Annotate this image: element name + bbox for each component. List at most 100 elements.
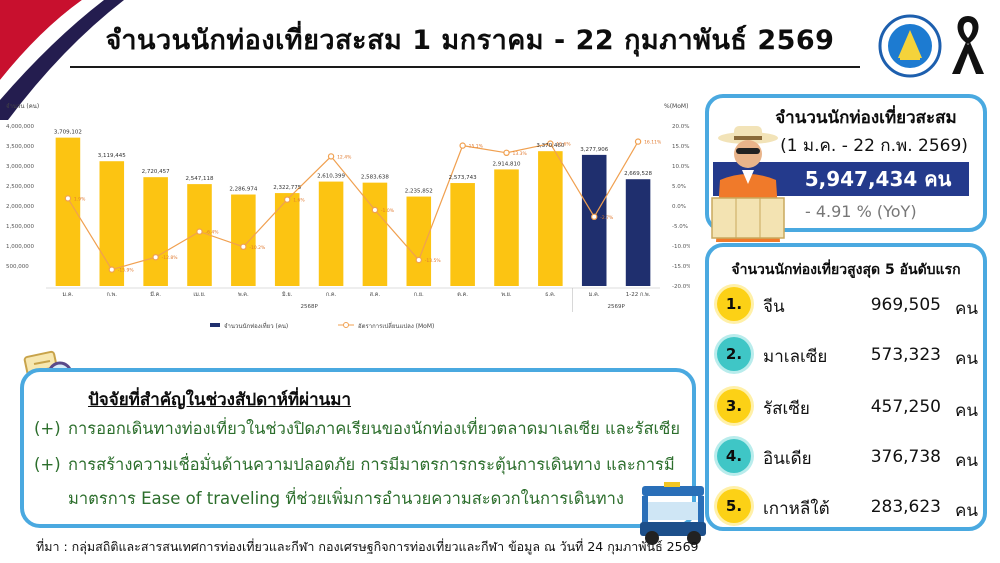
bar [274, 193, 300, 286]
factor-line-3: มาตรการ Ease of traveling ที่ช่วยเพิ่มกา… [34, 486, 624, 512]
country-name-4: อินเดีย [763, 449, 812, 469]
y2-tick-label: 20.0% [672, 124, 689, 130]
country-name-1: จีน [763, 297, 785, 317]
rank-badge-3: 3. [717, 389, 751, 423]
bar-value-label: 2,286,974 [229, 187, 257, 193]
mom-point [547, 140, 554, 147]
legend-label-line: อัตราการเปลี่ยนแปลง (MoM) [358, 322, 434, 330]
mom-value-label: 15.1% [469, 144, 484, 150]
total-value: 5,947,434 คน [804, 167, 952, 191]
mom-point [196, 228, 203, 235]
year-group-label: 2569P [607, 304, 625, 310]
top5-row-1: 1. จีน 969,505 คน [717, 285, 987, 325]
factor-line-2: (+) การสร้างความเชื่อมั่นด้านความปลอดภัย … [34, 452, 675, 478]
x-tick-label: ต.ค. [457, 292, 468, 298]
y-tick-label: 2,500,000 [6, 184, 34, 190]
factor-text-1: การออกเดินทางท่องเที่ยวในช่วงปิดภาคเรียน… [68, 419, 681, 438]
country-value-3: 457,250 [870, 397, 941, 417]
tourist-chart: จำนวน (คน) %(MoM) 4,000,000 3,500,000 3,00… [6, 103, 690, 330]
y2-tick-label: -10.0% [672, 244, 690, 250]
bar-value-label: 2,547,118 [186, 176, 214, 182]
country-unit-5: คน [955, 501, 978, 521]
mom-value-label: -6.4% [206, 230, 220, 236]
mourning-ribbon-icon [952, 16, 984, 74]
mom-point [240, 243, 247, 250]
factor-text-3: มาตรการ Ease of traveling ที่ช่วยเพิ่มกา… [68, 489, 624, 508]
x-tick-label: ก.ย. [414, 292, 424, 298]
x-tick-label: 1-22 ก.พ. [626, 292, 651, 298]
country-value-4: 376,738 [870, 447, 941, 467]
mom-value-label: 12.4% [337, 154, 352, 160]
y2-tick-label: -20.0% [672, 284, 690, 290]
bar [318, 181, 344, 286]
y-tick-label: 1,000,000 [6, 244, 34, 250]
bar-value-label: 2,914,810 [493, 161, 521, 167]
y-axis-label-right: %(MoM) [664, 103, 688, 110]
rank-badge-4: 4. [717, 439, 751, 473]
country-name-5: เกาหลีใต้ [763, 499, 830, 519]
x-tick-label: มิ.ย. [282, 291, 293, 298]
source-note: ที่มา : กลุ่มสถิติและสารสนเทศการท่องเที่… [36, 539, 699, 554]
top5-row-3: 3. รัสเซีย 457,250 คน [717, 387, 987, 427]
x-tick-label: ก.พ. [107, 292, 118, 298]
mom-value-label: -2.7% [600, 215, 614, 221]
total-yoy: - 4.91 % (YoY) [805, 202, 917, 221]
factors-heading: ปัจจัยที่สำคัญในช่วงสัปดาห์ที่ผ่านมา [88, 390, 352, 410]
bar [450, 183, 475, 286]
total-title: จำนวนนักท่องเที่ยวสะสม [775, 108, 957, 128]
legend-swatch-bar [210, 323, 220, 327]
top5-panel: จำนวนนักท่องเที่ยวสูงสุด 5 อันดับแรก 1. … [705, 243, 987, 531]
top5-row-4: 4. อินเดีย 376,738 คน [717, 437, 987, 477]
mom-point [591, 213, 598, 221]
page-title: จำนวนนักท่องเที่ยวสะสม 1 มกราคม - 22 กุม… [105, 25, 835, 56]
year-group-label: 2568P [300, 304, 318, 310]
x-tick-label: ม.ค. [63, 292, 74, 298]
country-unit-2: คน [955, 349, 978, 369]
factor-prefix-2: (+) [34, 455, 61, 474]
x-tick-label: เม.ย. [193, 292, 205, 298]
thai-flag-icon [0, 0, 124, 120]
country-unit-4: คน [955, 451, 978, 471]
mom-value-label: 13.3% [513, 151, 528, 157]
bar [538, 151, 563, 286]
rank-badge-1: 1. [717, 287, 751, 321]
bar-value-label: 2,583,638 [361, 175, 389, 181]
y-axis-label-left: จำนวน (คน) [6, 103, 39, 110]
y-tick-label: 4,000,000 [6, 124, 34, 130]
mom-value-label: 1.6% [293, 198, 305, 204]
bar [581, 154, 607, 286]
mom-value-label: -15.9% [118, 268, 135, 274]
tourist-icon [711, 126, 785, 242]
legend-label-bar: จำนวนนักท่องเที่ยว (คน) [224, 322, 288, 330]
bar-value-label: 3,709,102 [54, 130, 82, 136]
bar-value-label: 3,370,460 [536, 143, 564, 149]
y2-tick-label: -5.0% [672, 224, 688, 230]
factors-panel: ปัจจัยที่สำคัญในช่วงสัปดาห์ที่ผ่านมา (+)… [20, 368, 696, 528]
bar-value-label: 3,119,445 [98, 153, 126, 159]
y-tick-label: 1,500,000 [6, 224, 34, 230]
bar-value-label: 2,720,457 [142, 169, 170, 175]
y2-tick-label: 10.0% [672, 164, 689, 170]
mom-point [152, 253, 159, 261]
country-unit-1: คน [955, 299, 978, 319]
total-period: (1 ม.ค. - 22 ก.พ. 2569) [780, 136, 968, 156]
mom-line [67, 141, 639, 271]
legend-swatch-marker [343, 322, 349, 328]
mom-value-label: -1.0% [381, 208, 395, 214]
bar [625, 179, 651, 286]
top5-title: จำนวนนักท่องเที่ยวสูงสุด 5 อันดับแรก [731, 262, 961, 278]
bar-value-label: 2,610,399 [317, 174, 345, 180]
ministry-logo-icon [878, 14, 942, 78]
bar [406, 196, 432, 286]
factor-line-1: (+) การออกเดินทางท่องเที่ยวในช่วงปิดภาคเร… [34, 416, 680, 442]
y-tick-label: 2,000,000 [6, 204, 34, 210]
rank-badge-2: 2. [717, 337, 751, 371]
x-tick-label: ธ.ค. [545, 291, 556, 298]
page-title-wrap: จำนวนนักท่องเที่ยวสะสม 1 มกราคม - 22 กุม… [70, 18, 870, 61]
mom-point [634, 138, 642, 145]
bar-value-label: 2,322,775 [273, 185, 301, 191]
y2-tick-label: 15.0% [672, 144, 689, 150]
mom-point [108, 266, 115, 273]
x-tick-label: ส.ค. [370, 291, 381, 298]
country-name-3: รัสเซีย [763, 399, 810, 419]
